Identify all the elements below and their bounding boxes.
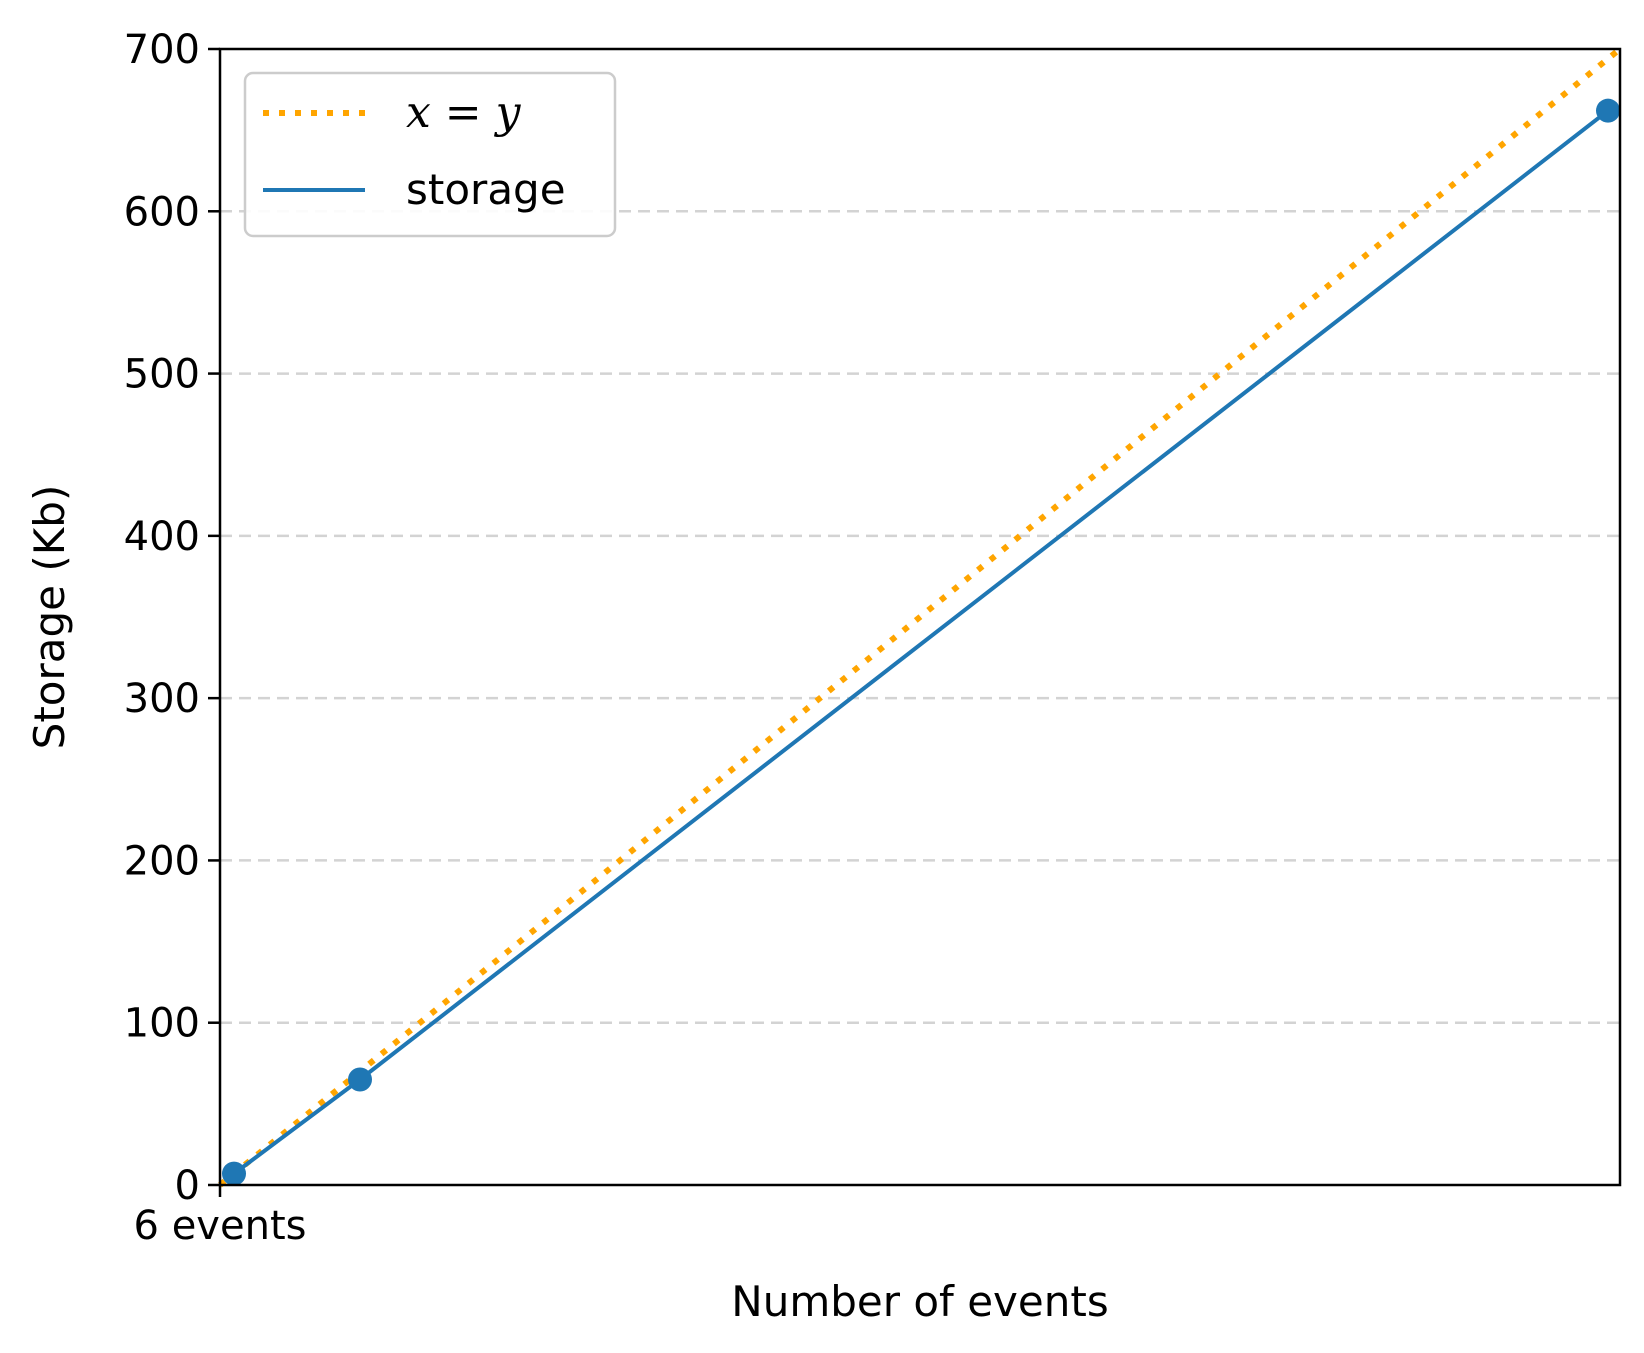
y-axis-ticks: 0 100 200 300 400 500 600 700 — [124, 27, 220, 1209]
legend: x = y storage — [243, 71, 617, 238]
legend-label-xy: x = y — [406, 87, 522, 138]
y-tick-label-600: 600 — [124, 189, 200, 235]
y-tick-label-200: 200 — [124, 838, 200, 884]
series-1-point-1 — [348, 1067, 372, 1092]
x-axis-label: Number of events — [731, 1277, 1108, 1326]
series-line-0 — [218, 46, 1622, 1188]
series-layer — [218, 46, 1622, 1188]
x-tick-label-0: 6 events — [134, 1203, 307, 1249]
y-tick-label-500: 500 — [124, 352, 200, 398]
y-tick-label-100: 100 — [124, 1001, 200, 1047]
y-tick-label-400: 400 — [124, 514, 200, 560]
y-tick-label-700: 700 — [124, 27, 200, 73]
series-1-point-0 — [222, 1161, 246, 1186]
y-axis-label: Storage (Kb) — [25, 485, 74, 750]
legend-box — [243, 71, 617, 238]
legend-label-storage: storage — [406, 165, 566, 214]
y-tick-label-300: 300 — [124, 676, 200, 722]
y-tick-label-0: 0 — [175, 1163, 200, 1209]
series-1-point-2 — [1596, 98, 1620, 123]
x-axis-ticks: 6 events — [134, 1185, 307, 1249]
plot-frame — [218, 47, 1622, 1187]
